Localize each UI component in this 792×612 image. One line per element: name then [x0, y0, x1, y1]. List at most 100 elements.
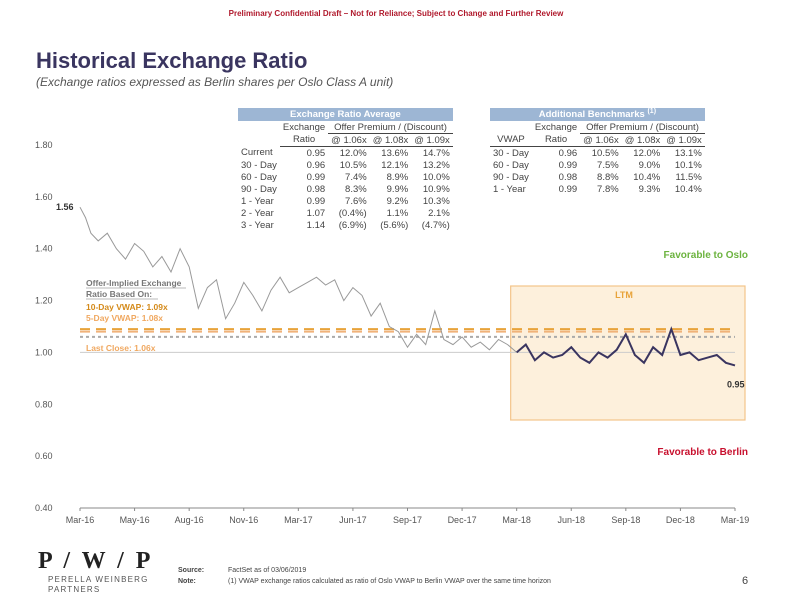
y-tick-label: 0.40	[35, 503, 53, 513]
avg-table-cell: 13.2%	[422, 159, 450, 171]
bench-col-vwap: VWAP	[490, 133, 532, 147]
end-value-label: 0.95	[727, 379, 745, 389]
avg-table-cell: 10.9%	[422, 183, 450, 195]
x-tick-label: Nov-16	[229, 515, 258, 525]
exchange-ratio-average-table: Exchange Ratio Average Exchange Offer Pr…	[238, 108, 453, 231]
avg-table-cell: 13.6%	[381, 147, 409, 159]
bench-table-row: 1 - Year 0.99 7.8% 9.3% 10.4%	[490, 183, 705, 195]
y-tick-label: 1.80	[35, 140, 53, 150]
additional-benchmarks-table: Additional Benchmarks (1) Exchange Offer…	[490, 108, 705, 195]
ltm-label: LTM	[615, 290, 633, 300]
history-series-line	[79, 206, 518, 353]
bench-col-108: @ 1.08x	[621, 133, 664, 147]
x-tick-label: Aug-16	[175, 515, 204, 525]
x-tick-label: Sep-17	[393, 515, 422, 525]
bench-table-cell: 13.1%	[674, 147, 702, 159]
avg-table-cell: 8.3%	[345, 183, 367, 195]
avg-table-cell: 3 - Year	[241, 219, 274, 231]
ltm-region	[510, 285, 746, 421]
y-tick-label: 1.20	[35, 296, 53, 306]
source-label: Source:	[178, 567, 205, 574]
page-subtitle: (Exchange ratios expressed as Berlin sha…	[36, 75, 394, 89]
bench-col-109: @ 1.09x	[663, 133, 705, 147]
bench-table-cell: 9.3%	[638, 183, 661, 195]
avg-table-cell: 60 - Day	[241, 171, 277, 183]
vwap10-label: 10-Day VWAP: 1.09x	[86, 302, 168, 312]
bench-table-cell: 0.98	[558, 171, 578, 183]
bench-table-cell: 10.1%	[674, 159, 702, 171]
bench-table-cell: 0.99	[558, 159, 578, 171]
bench-table-cell: 9.0%	[638, 159, 661, 171]
avg-table-row: 90 - Day 0.98 8.3% 9.9% 10.9%	[238, 183, 453, 195]
bench-table-title: Additional Benchmarks (1)	[490, 108, 705, 121]
source-note: Source: FactSet as of 03/06/2019	[178, 567, 306, 574]
avg-table-cell: 9.9%	[386, 183, 409, 195]
page-number: 6	[742, 575, 749, 587]
note-label: Note:	[178, 578, 196, 585]
offer-implied-title: Offer-Implied Exchange Ratio Based On:	[86, 278, 182, 299]
bench-col-ratio: Ratio	[531, 133, 581, 147]
avg-table-cell: 12.1%	[381, 159, 409, 171]
avg-table-cell: 0.96	[306, 159, 326, 171]
x-tick-label: Mar-17	[284, 515, 313, 525]
avg-table-cell: 2.1%	[428, 207, 450, 219]
bench-table-cell: 90 - Day	[493, 171, 529, 183]
avg-table-cell: 90 - Day	[241, 183, 277, 195]
avg-table-cell: 1.14	[306, 219, 326, 231]
avg-table-cell: 0.99	[306, 195, 326, 207]
x-tick-label: Mar-16	[66, 515, 95, 525]
bench-col-106: @ 1.06x	[580, 133, 622, 147]
avg-table-cell: 2 - Year	[241, 207, 274, 219]
avg-table-row: 60 - Day 0.99 7.4% 8.9% 10.0%	[238, 171, 453, 183]
bench-table-cell: 60 - Day	[493, 159, 529, 171]
avg-col-106: @ 1.06x	[328, 133, 370, 147]
avg-table-cell: (5.6%)	[380, 219, 409, 231]
firm-name-line2: PARTNERS	[48, 585, 101, 594]
bench-table-cell: 8.8%	[597, 171, 619, 183]
avg-table-cell: 30 - Day	[241, 159, 277, 171]
y-tick-label: 0.80	[35, 399, 53, 409]
source-text: FactSet as of 03/06/2019	[228, 567, 307, 574]
x-tick-label: Jun-17	[339, 515, 367, 525]
avg-table-cell: 0.99	[306, 171, 326, 183]
avg-col-ratio: Ratio	[279, 133, 329, 147]
ltm-series-line	[516, 326, 736, 367]
note-text: (1) VWAP exchange ratios calculated as r…	[228, 578, 551, 585]
avg-table-cell: (6.9%)	[338, 219, 367, 231]
bench-table-row: 90 - Day 0.98 8.8% 10.4% 11.5%	[490, 171, 705, 183]
x-tick-label: Dec-17	[448, 515, 477, 525]
x-tick-label: May-16	[120, 515, 150, 525]
bench-table-cell: 7.8%	[597, 183, 619, 195]
avg-col-premium: Offer Premium / (Discount)	[328, 121, 453, 134]
avg-table-row: Current 0.95 12.0% 13.6% 14.7%	[238, 147, 453, 160]
avg-table-cell: 14.7%	[422, 147, 450, 159]
bench-footnote-ref: (1)	[647, 108, 657, 116]
avg-col-exchange: Exchange	[282, 121, 326, 133]
confidential-banner: Preliminary Confidential Draft – Not for…	[228, 9, 564, 18]
avg-table-cell: 7.4%	[345, 171, 367, 183]
x-tick-label: Mar-18	[502, 515, 531, 525]
bench-table-cell: 11.5%	[675, 171, 702, 183]
y-tick-label: 1.40	[35, 244, 53, 254]
bench-col-premium: Offer Premium / (Discount)	[580, 121, 705, 134]
x-tick-label: Jun-18	[557, 515, 585, 525]
vwap5-label: 5-Day VWAP: 1.08x	[86, 313, 163, 323]
avg-table-cell: 10.5%	[339, 159, 367, 171]
bench-table-cell: 10.4%	[674, 183, 702, 195]
bench-table-cell: 0.96	[558, 147, 578, 159]
y-tick-label: 1.00	[35, 347, 53, 357]
avg-table-cell: 1 - Year	[241, 195, 274, 207]
avg-table-row: 2 - Year 1.07 (0.4%) 1.1% 2.1%	[238, 207, 453, 219]
page-title: Historical Exchange Ratio	[36, 48, 308, 73]
avg-table-cell: 10.3%	[422, 195, 450, 207]
bench-table-cell: 1 - Year	[493, 183, 526, 195]
avg-table-cell: 8.9%	[386, 171, 409, 183]
avg-table-cell: (4.7%)	[421, 219, 450, 231]
avg-col-109: @ 1.09x	[411, 133, 453, 147]
avg-table-cell: 12.0%	[339, 147, 367, 159]
firm-name-line1: PERELLA WEINBERG	[48, 575, 149, 584]
firm-logo: P / W / P PERELLA WEINBERG PARTNERS	[38, 548, 153, 595]
x-tick-label: Dec-18	[666, 515, 695, 525]
bench-table-cell: 0.99	[558, 183, 578, 195]
footnote: Note: (1) VWAP exchange ratios calculated…	[178, 578, 551, 585]
